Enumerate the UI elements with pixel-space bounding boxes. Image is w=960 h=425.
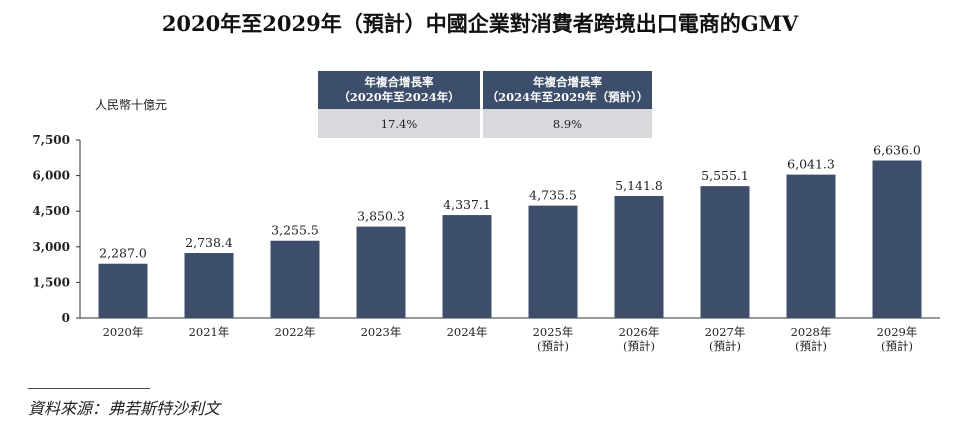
- bar-value-label: 6,636.0: [873, 143, 921, 158]
- bar: [528, 205, 578, 318]
- source-note: 資料來源：弗若斯特沙利文: [28, 399, 221, 418]
- cagr-left-header-line1: 年複合增長率: [364, 75, 434, 89]
- bar: [356, 226, 406, 318]
- x-tick-label: 2026年: [619, 325, 660, 339]
- bar-value-label: 4,735.5: [529, 188, 577, 203]
- cagr-right-header-line1: 年複合增長率: [533, 75, 602, 89]
- bar: [270, 240, 320, 318]
- bar: [700, 186, 750, 318]
- x-tick-label: 2021年: [189, 325, 230, 339]
- bar: [786, 174, 836, 318]
- x-tick-label: 2028年: [791, 325, 832, 339]
- y-tick-label: 4,500: [32, 204, 70, 218]
- bar-value-label: 5,555.1: [701, 168, 749, 183]
- bar-value-label: 6,041.3: [787, 157, 835, 172]
- x-tick-label: 2027年: [705, 325, 746, 339]
- y-tick-label: 1,500: [32, 275, 70, 289]
- x-tick-label: 2020年: [103, 325, 144, 339]
- x-tick-label: (預計): [881, 339, 913, 353]
- y-tick-label: 7,500: [32, 133, 70, 147]
- bar-value-label: 3,850.3: [357, 209, 405, 224]
- x-tick-label: 2023年: [361, 325, 402, 339]
- bar: [184, 253, 234, 318]
- bar-value-label: 2,738.4: [185, 235, 233, 250]
- bar-value-label: 4,337.1: [443, 197, 491, 212]
- cagr-left-value: 17.4%: [318, 109, 482, 138]
- cagr-right-value: 8.9%: [480, 109, 652, 138]
- bar-value-label: 2,287.0: [99, 246, 147, 261]
- y-tick-label: 6,000: [32, 169, 70, 183]
- x-tick-label: 2029年: [877, 325, 918, 339]
- bar: [98, 263, 148, 318]
- bar: [614, 195, 664, 318]
- x-tick-label: (預計): [623, 339, 655, 353]
- cagr-right-header: 年複合增長率 （2024年至2029年（預計））: [480, 71, 652, 109]
- x-tick-label: (預計): [709, 339, 741, 353]
- x-tick-label: 2025年: [533, 325, 574, 339]
- x-tick-label: (預計): [795, 339, 827, 353]
- x-tick-label: 2024年: [447, 325, 488, 339]
- x-tick-label: 2022年: [275, 325, 316, 339]
- y-tick-label: 0: [62, 311, 70, 325]
- chart-title: 2020年至2029年（預計）中國企業對消費者跨境出口電商的GMV: [161, 11, 799, 36]
- cagr-right-header-line2: （2024年至2029年（預計））: [486, 90, 649, 104]
- y-tick-label: 3,000: [32, 240, 70, 254]
- bar: [442, 215, 492, 318]
- cagr-left-header-line2: （2020年至2024年）: [338, 90, 460, 104]
- x-tick-label: (預計): [537, 339, 569, 353]
- bar-value-label: 3,255.5: [271, 223, 319, 238]
- bar: [872, 160, 922, 318]
- cagr-left-header: 年複合增長率 （2020年至2024年）: [318, 71, 482, 109]
- bar-value-label: 5,141.8: [615, 178, 663, 193]
- unit-label: 人民幣十億元: [95, 98, 168, 112]
- source-divider: [28, 388, 150, 389]
- cagr-table: 年複合增長率 （2020年至2024年） 年複合增長率 （2024年至2029年…: [318, 71, 652, 138]
